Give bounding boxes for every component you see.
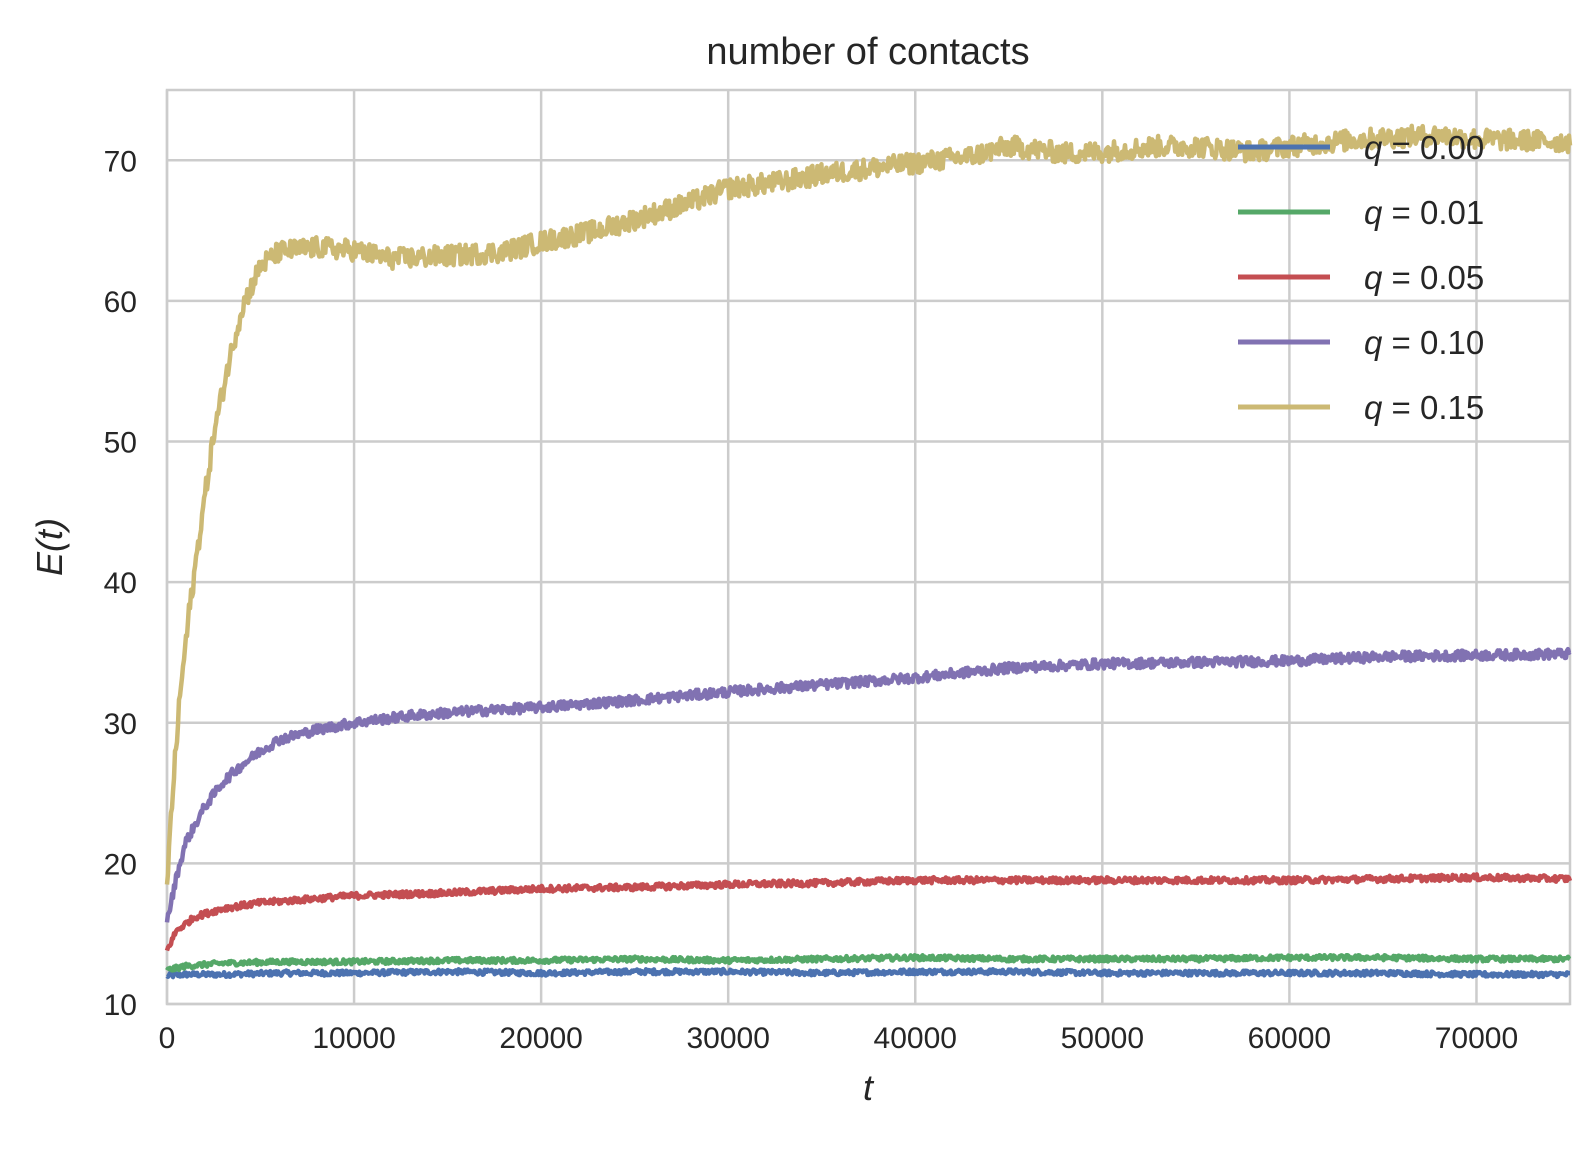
y-tick-label: 60 [104, 286, 137, 319]
series-line-1 [165, 952, 1572, 973]
y-tick-label: 10 [104, 989, 137, 1022]
x-tick-label: 60000 [1248, 1022, 1331, 1055]
series-layer [164, 123, 1573, 980]
plot-area [167, 90, 1570, 1004]
y-axis-label: E(t) [29, 518, 70, 576]
series-line-3 [164, 646, 1572, 923]
series-line-2 [164, 872, 1573, 952]
grid-lines [165, 90, 1570, 1006]
series-line-4 [164, 123, 1573, 885]
x-tick-label: 0 [159, 1022, 176, 1055]
y-tick-label: 30 [104, 708, 137, 741]
x-tick-label: 70000 [1435, 1022, 1518, 1055]
y-axis-ticks: 10 20 30 40 50 60 70 [104, 145, 137, 1022]
plot-frame [165, 88, 1572, 1006]
y-tick-label: 40 [104, 567, 137, 600]
x-tick-label: 10000 [312, 1022, 395, 1055]
series-line-0 [165, 966, 1572, 980]
legend-label-2: q = 0.05 [1364, 259, 1484, 296]
legend-label-4: q = 0.15 [1364, 389, 1484, 426]
legend-label-0: q = 0.00 [1364, 129, 1484, 166]
legend-label-3: q = 0.10 [1364, 324, 1484, 361]
y-tick-label: 50 [104, 427, 137, 460]
x-tick-label: 30000 [686, 1022, 769, 1055]
y-tick-label: 70 [104, 145, 137, 178]
y-tick-label: 20 [104, 848, 137, 881]
x-tick-label: 50000 [1061, 1022, 1144, 1055]
legend-label-1: q = 0.01 [1364, 194, 1484, 231]
legend: q = 0.00 q = 0.01 q = 0.05 q = 0.10 q = 0.15 [1238, 129, 1484, 426]
x-tick-label: 20000 [499, 1022, 582, 1055]
x-tick-label: 40000 [874, 1022, 957, 1055]
chart-title: number of contacts [706, 31, 1029, 73]
x-axis-label: t [863, 1067, 875, 1108]
x-axis-ticks: 0 10000 20000 30000 40000 50000 60000 70000 [159, 1022, 1519, 1055]
